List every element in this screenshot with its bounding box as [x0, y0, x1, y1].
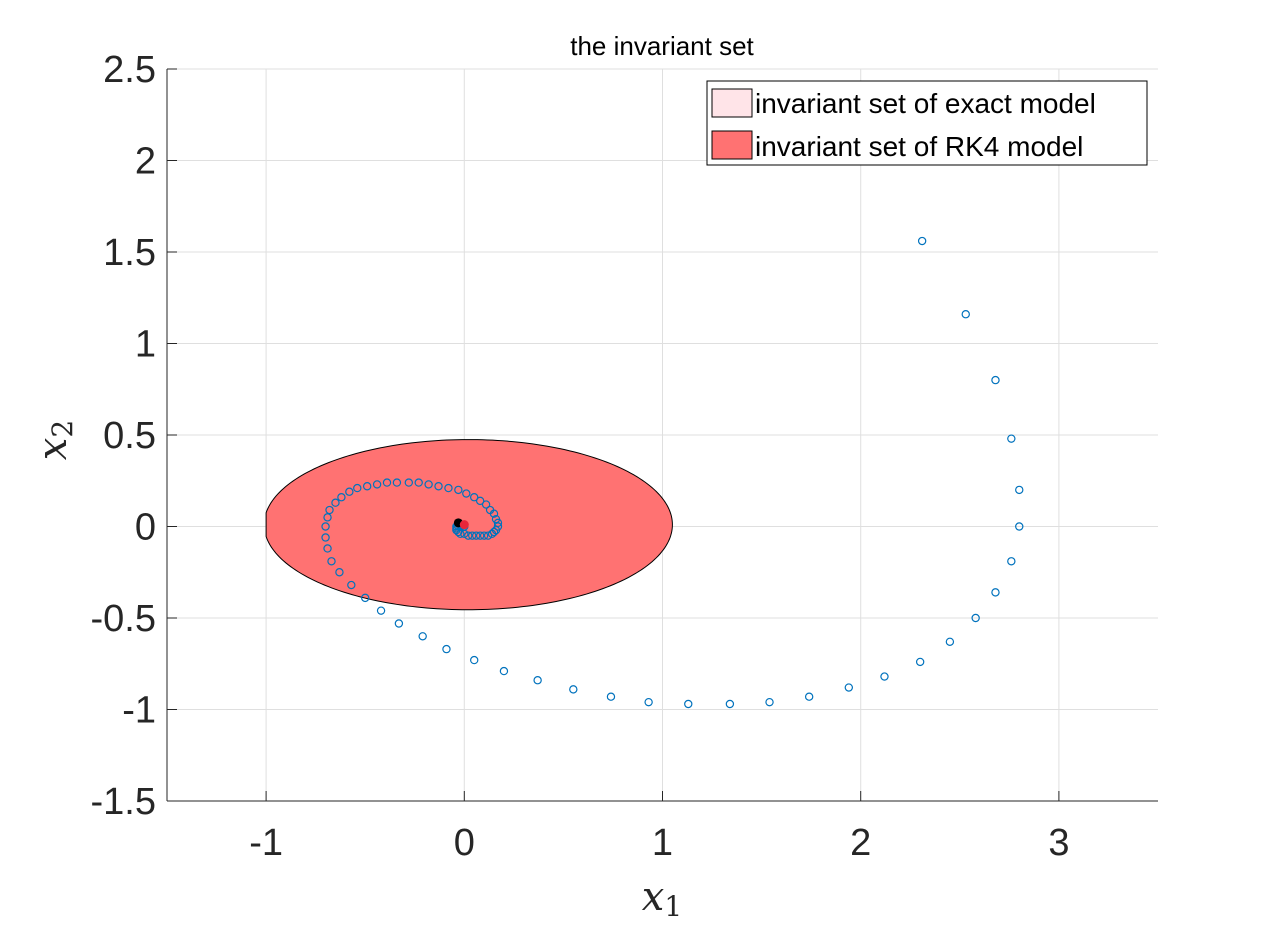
trajectory-point [362, 482, 372, 491]
y-tick-label-2: -0.5 [91, 598, 156, 640]
y-axis-label-subscript: 2 [46, 420, 79, 438]
chart-title: the invariant set [570, 31, 754, 61]
invariant-sets [265, 439, 673, 611]
trajectory-point [464, 531, 473, 540]
trajectory-point [418, 632, 427, 641]
y-tick-label-3: 0 [135, 507, 156, 549]
y-tick-label-0: -1.5 [91, 781, 156, 823]
x-tick-label-3: 2 [850, 822, 871, 864]
y-axis-label-main: x [30, 438, 76, 461]
y-tick-label-5: 1 [135, 324, 156, 366]
trajectory-point [684, 699, 693, 709]
equilibrium-points [453, 518, 469, 530]
x-tick-label-4: 3 [1048, 822, 1069, 864]
trajectory-point [376, 606, 386, 615]
trajectory-point [434, 482, 443, 491]
trajectory-point [323, 544, 332, 553]
trajectory-point [475, 496, 485, 506]
trajectory-point [725, 699, 735, 709]
trajectory-point [424, 480, 433, 489]
x-axis-label-main: x [642, 874, 665, 920]
trajectory-point [414, 478, 423, 487]
trajectory-point [470, 493, 479, 502]
trajectory-point [347, 580, 356, 590]
trajectory-point [321, 522, 330, 531]
y-tick-label-8: 2.5 [103, 49, 156, 91]
trajectory-point [462, 489, 471, 498]
x-tick-label-2: 1 [652, 822, 673, 864]
trajectory-point [321, 533, 330, 542]
trajectory-point [606, 692, 616, 701]
trajectory-point [499, 666, 509, 676]
trajectory-point [353, 483, 362, 493]
trajectory-point [331, 498, 340, 507]
trajectory-point [404, 478, 414, 487]
trajectory-point [325, 505, 334, 515]
trajectory-point [991, 588, 1000, 597]
legend: invariant set of exact model invariant s… [706, 80, 1148, 166]
trajectory-point [945, 637, 955, 646]
x-axis-label: x1 [642, 874, 682, 923]
trajectory-point [454, 485, 463, 495]
trajectory-point [392, 478, 402, 487]
trajectory-point [1007, 434, 1016, 443]
trajectory-point [1015, 522, 1024, 531]
trajectory-point [493, 518, 503, 528]
trajectory-point [1015, 485, 1024, 495]
x-tick-label-1: 0 [454, 822, 475, 864]
equilibrium-point-1 [459, 520, 469, 530]
legend-box [706, 80, 1148, 166]
axes [166, 68, 1158, 802]
y-tick-label-6: 1.5 [103, 232, 156, 274]
legend-swatch-exact [711, 88, 753, 118]
trajectory-point [481, 500, 491, 509]
trajectory-point [479, 531, 489, 540]
trajectory-point [487, 529, 497, 539]
trajectory-point [961, 310, 970, 319]
trajectory-point [804, 692, 814, 701]
trajectory-point [489, 509, 499, 518]
trajectory-point [483, 531, 493, 540]
trajectory-point [880, 672, 889, 681]
trajectory-point [991, 375, 1000, 385]
trajectory-point [372, 480, 382, 489]
trajectory-point [915, 657, 925, 667]
trajectory-point [644, 697, 653, 707]
trajectory-point [444, 483, 453, 493]
legend-swatch-rk4 [711, 130, 753, 160]
trajectory-point [394, 619, 404, 628]
trajectory-point [475, 531, 485, 540]
trajectory-point [327, 557, 336, 566]
trajectory-point [361, 593, 370, 603]
rk4-invariant-set [265, 439, 673, 611]
legend-label-rk4: invariant set of RK4 model [755, 131, 1083, 162]
x-tick-label-0: -1 [249, 822, 283, 864]
y-tick-labels: -1.5 -1 -0.5 0 0.5 1 1.5 2 2.5 [91, 49, 156, 823]
x-tick-labels: -1 0 1 2 3 [249, 822, 1069, 864]
trajectory-point [1007, 557, 1016, 566]
trajectory-point [471, 531, 481, 540]
trajectory-point [533, 676, 542, 685]
trajectory-point [468, 531, 477, 540]
trajectory-point [382, 478, 392, 487]
trajectory-point [442, 644, 451, 654]
trajectory-point [345, 487, 354, 496]
legend-label-exact: invariant set of exact model [755, 88, 1096, 119]
trajectory-point [844, 683, 854, 692]
x-axis-label-subscript: 1 [664, 890, 682, 923]
y-tick-label-1: -1 [122, 690, 156, 732]
trajectory-point [335, 568, 344, 577]
trajectory-point [765, 697, 774, 707]
trajectory-point [489, 527, 499, 537]
y-tick-label-7: 2 [135, 141, 156, 183]
trajectory-point [917, 236, 927, 246]
trajectory-point [337, 493, 346, 502]
trajectory-point [470, 655, 479, 665]
y-axis-label: x2 [30, 420, 79, 460]
trajectory-point [323, 513, 332, 522]
y-tick-label-4: 0.5 [103, 415, 156, 457]
trajectory-point [971, 613, 980, 623]
trajectory-point [569, 685, 578, 694]
